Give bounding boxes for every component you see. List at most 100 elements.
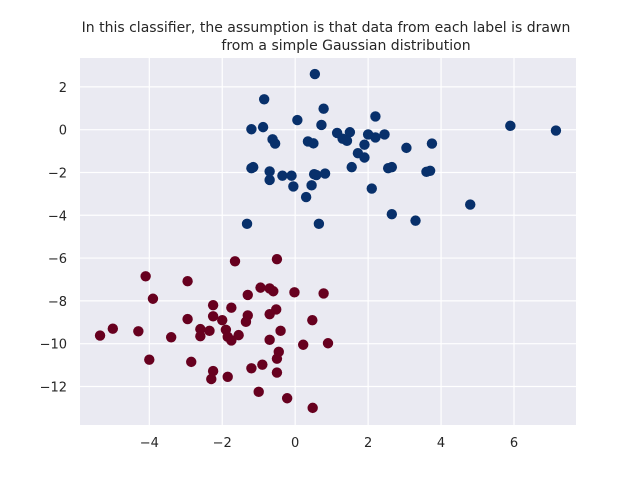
scatter-point <box>207 365 219 377</box>
scatter-point <box>308 138 319 149</box>
scatter-point <box>140 271 151 282</box>
scatter-point <box>424 165 436 176</box>
scatter-point <box>465 199 476 210</box>
scatter-point <box>426 138 438 149</box>
y-axis-ticks: 2 0 −2 −4 −6 −8 −10 −12 <box>40 81 67 396</box>
x-tick-label: −2 <box>213 436 232 451</box>
scatter-point <box>226 335 237 346</box>
scatter-point <box>313 218 325 230</box>
scatter-point <box>288 181 299 192</box>
scatter-point <box>206 373 217 385</box>
scatter-point <box>207 299 219 311</box>
y-tick-label: 0 <box>59 124 67 139</box>
scatter-point <box>246 124 257 135</box>
x-axis-ticks: −4 −2 0 2 4 6 <box>140 436 518 451</box>
scatter-point <box>271 367 283 378</box>
scatter-point <box>298 339 309 350</box>
scatter-point <box>107 323 119 334</box>
scatter-point <box>133 326 144 337</box>
scatter-point <box>246 363 257 374</box>
scatter-point <box>255 282 266 293</box>
y-tick-label: −8 <box>48 295 67 310</box>
scatter-point <box>217 314 228 326</box>
x-tick-label: 4 <box>437 436 445 451</box>
scatter-point <box>241 218 253 230</box>
scatter-point <box>271 253 283 265</box>
scatter-point <box>195 330 206 342</box>
scatter-point <box>292 114 303 126</box>
scatter-point <box>309 68 321 80</box>
scatter-point <box>366 183 377 194</box>
scatter-point <box>316 119 327 131</box>
y-tick-label: −2 <box>48 166 67 181</box>
scatter-point <box>268 286 279 297</box>
x-tick-label: −4 <box>140 436 159 451</box>
scatter-point <box>370 111 381 122</box>
scatter-point <box>275 325 286 337</box>
scatter-point <box>242 289 253 301</box>
scatter-point <box>258 94 270 105</box>
scatter-point <box>505 120 516 132</box>
x-tick-label: 0 <box>291 436 299 451</box>
scatter-point <box>277 170 288 181</box>
scatter-point <box>182 275 193 287</box>
scatter-point <box>344 127 356 138</box>
scatter-point <box>379 129 390 140</box>
scatter-point <box>94 330 106 341</box>
y-tick-label: −10 <box>40 338 67 353</box>
scatter-point <box>222 371 233 383</box>
scatter-point <box>257 359 268 370</box>
scatter-point <box>271 353 283 364</box>
data-points <box>94 68 562 414</box>
x-tick-label: 6 <box>510 436 518 451</box>
scatter-point <box>307 402 318 414</box>
scatter-point <box>144 354 155 365</box>
scatter-point <box>318 103 329 114</box>
scatter-point <box>306 180 317 191</box>
scatter-point <box>281 393 293 404</box>
scatter-point <box>264 334 275 346</box>
scatter-point <box>257 121 269 133</box>
scatter-point <box>550 125 562 136</box>
scatter-point <box>386 209 398 220</box>
scatter-point <box>264 166 275 177</box>
y-tick-label: 2 <box>59 81 67 96</box>
y-tick-label: −4 <box>48 209 67 224</box>
chart-title-line-1: In this classifier, the assumption is th… <box>82 20 571 36</box>
scatter-point <box>233 329 244 341</box>
scatter-point <box>269 138 281 149</box>
scatter-point <box>207 311 219 322</box>
scatter-point <box>182 313 193 325</box>
scatter-point <box>311 169 322 181</box>
scatter-point <box>229 256 241 267</box>
plot-area <box>80 58 576 425</box>
scatter-point <box>289 287 300 298</box>
scatter-point <box>401 142 412 154</box>
x-tick-label: 2 <box>364 436 372 451</box>
scatter-point <box>264 174 275 186</box>
scatter-point <box>322 338 334 349</box>
scatter-point <box>410 215 421 226</box>
scatter-point <box>253 386 264 398</box>
scatter-point <box>246 163 257 174</box>
scatter-point <box>264 308 275 320</box>
scatter-point <box>359 152 370 163</box>
scatter-point <box>286 170 297 181</box>
scatter-point <box>307 314 318 326</box>
scatter-point <box>240 316 252 328</box>
scatter-point <box>386 161 398 173</box>
scatter-point <box>300 191 312 203</box>
scatter-point <box>165 332 177 343</box>
scatter-point <box>319 168 331 179</box>
scatter-point <box>370 132 381 143</box>
scatter-point <box>346 161 357 173</box>
scatter-point <box>147 293 159 304</box>
scatter-point <box>204 325 215 337</box>
y-tick-label: −12 <box>40 380 67 395</box>
scatter-point <box>359 139 370 150</box>
chart-title-line-2: from a simple Gaussian distribution <box>221 38 470 54</box>
scatter-point <box>318 288 329 299</box>
scatter-point <box>186 356 197 368</box>
y-tick-label: −6 <box>48 252 67 267</box>
